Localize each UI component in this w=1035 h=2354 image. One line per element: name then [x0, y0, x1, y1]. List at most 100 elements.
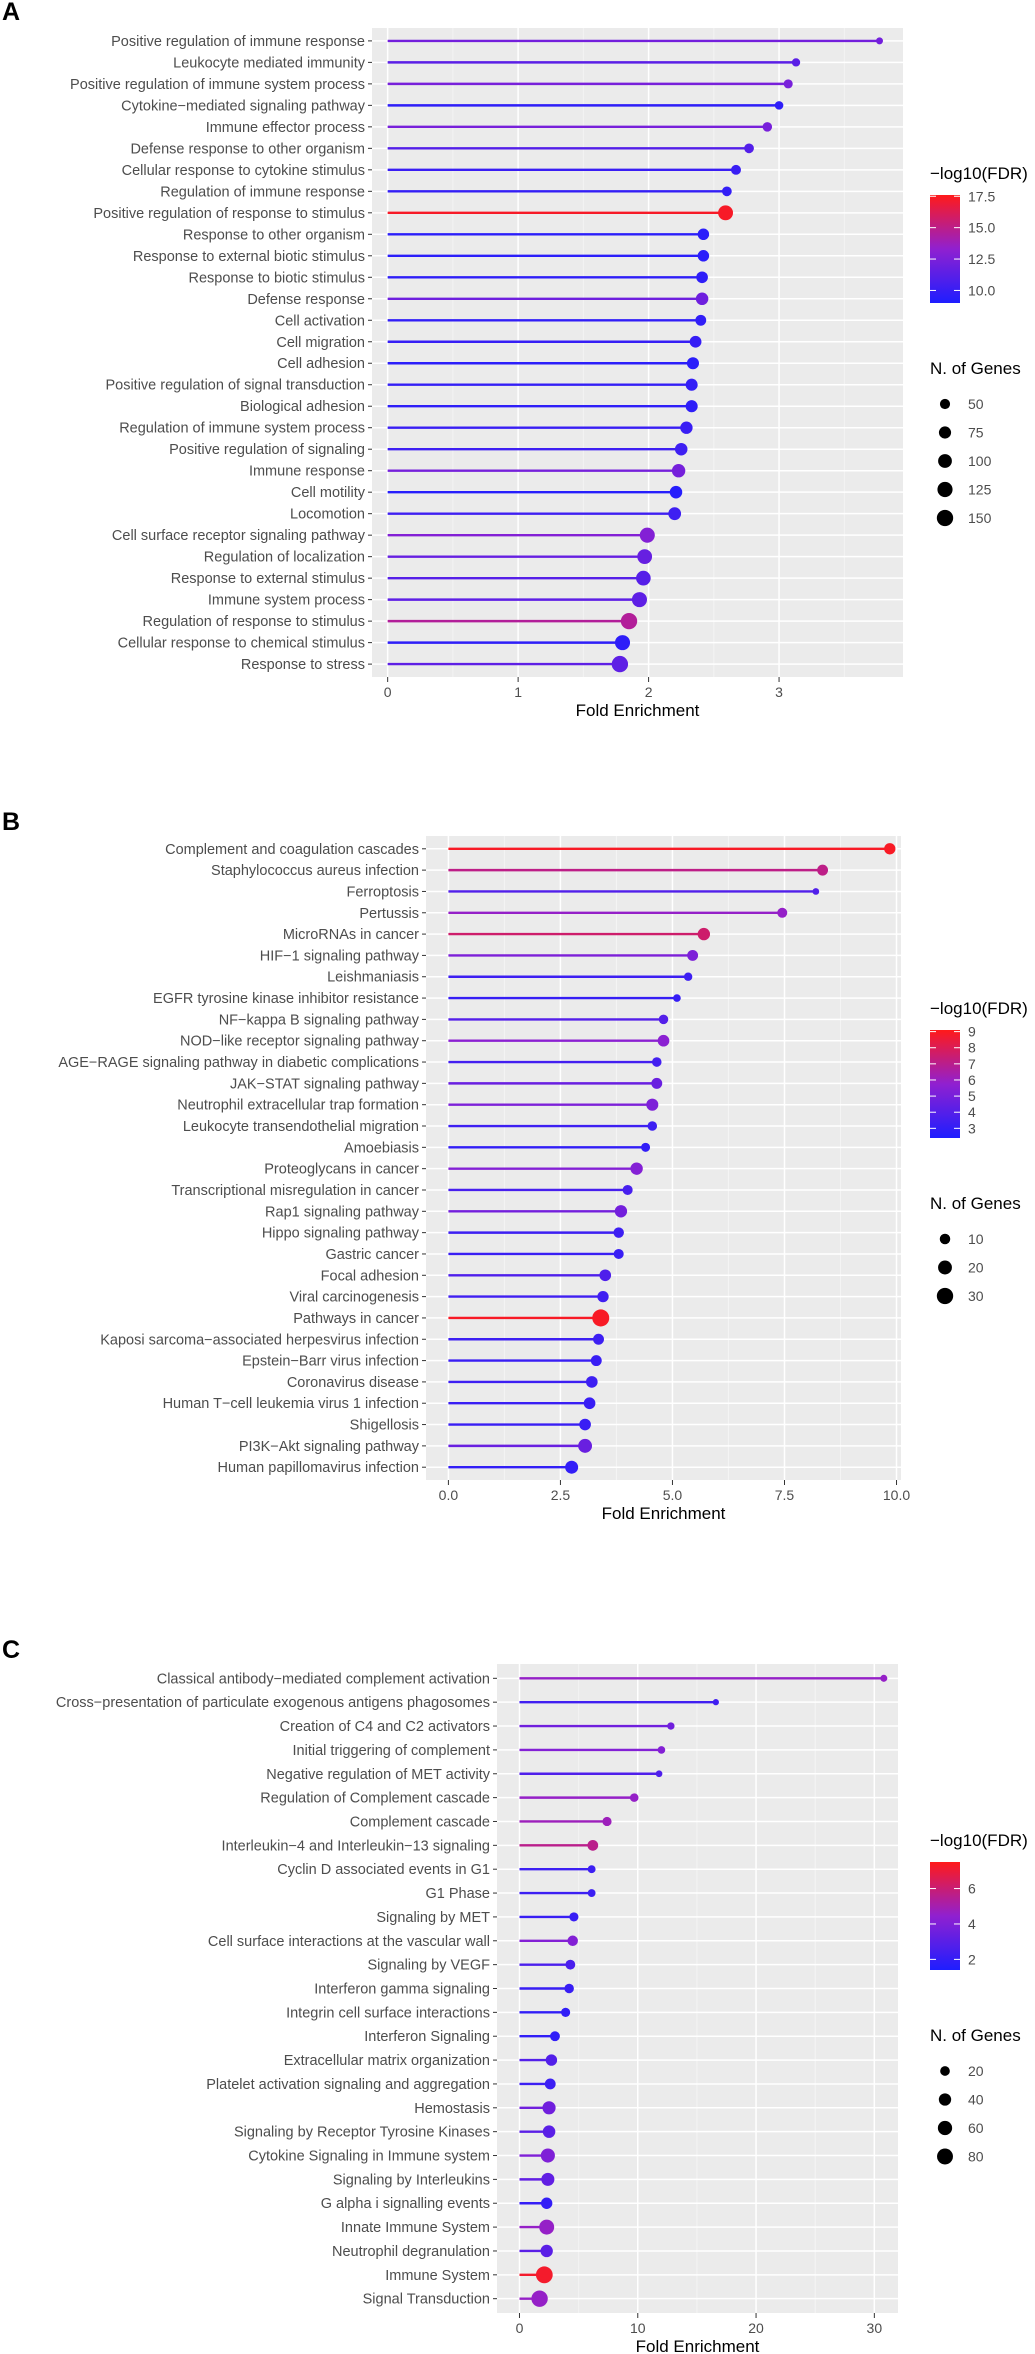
term-label: Cell motility	[291, 485, 366, 501]
term-label: Leishmaniasis	[327, 970, 419, 986]
lollipop-point	[578, 1438, 593, 1453]
term-label: Focal adhesion	[321, 1268, 419, 1284]
term-label: Signaling by MET	[376, 1910, 490, 1926]
lollipop-point	[587, 1839, 599, 1851]
size-legend-label: 20	[968, 2063, 984, 2079]
color-legend-label: 6	[968, 1881, 976, 1897]
lollipop-point	[565, 1959, 576, 1970]
term-label: Response to biotic stimulus	[189, 270, 366, 286]
lollipop-point	[744, 143, 754, 154]
size-legend-dot	[939, 398, 951, 410]
term-label: Interferon Signaling	[364, 2029, 490, 2045]
color-legend-bar	[930, 1030, 960, 1138]
lollipop-point	[540, 2244, 553, 2258]
size-legend-dot	[937, 2148, 953, 2165]
lollipop-point	[622, 1184, 633, 1196]
lollipop-point	[531, 2290, 548, 2307]
color-legend-label: 10.0	[968, 282, 995, 298]
lollipop-point	[884, 843, 896, 855]
size-legend-dot	[937, 2120, 953, 2136]
size-legend: N. of Genes 20 40 60 80	[930, 2026, 1021, 2165]
term-label: Innate Immune System	[341, 2220, 490, 2236]
lollipop-point	[667, 1722, 675, 1730]
term-label: Regulation of Complement cascade	[260, 1791, 490, 1807]
lollipop-point	[647, 1121, 658, 1131]
lollipop-point	[630, 1162, 643, 1175]
size-legend-dot	[938, 454, 952, 468]
lollipop-point	[696, 271, 708, 284]
lollipop-point	[697, 228, 710, 241]
lollipop-point	[685, 400, 698, 413]
lollipop-point	[583, 1397, 596, 1410]
term-label: NOD−like receptor signaling pathway	[180, 1034, 420, 1050]
size-legend-label: 20	[968, 1260, 984, 1276]
term-label: Cell activation	[275, 313, 365, 329]
lollipop-point	[641, 1142, 651, 1152]
size-legend-dot	[937, 481, 953, 498]
lollipop-point	[565, 1460, 579, 1474]
term-label: Interleukin−4 and Interleukin−13 signali…	[222, 1838, 490, 1854]
x-axis-title: Fold Enrichment	[602, 1504, 726, 1523]
term-label: Leukocyte transendothelial migration	[183, 1119, 419, 1135]
size-legend-label: 150	[968, 510, 992, 526]
term-label: Response to external biotic stimulus	[133, 249, 365, 265]
lollipop-point	[567, 1935, 578, 1947]
term-label: HIF−1 signaling pathway	[260, 948, 420, 964]
color-legend-label: 8	[968, 1040, 976, 1056]
panel-b: B 0.0 2.5 5.0 7.5 10.0 Complement and coagulat…	[2, 808, 1028, 1523]
term-label: Kaposi sarcoma−associated herpesvirus in…	[100, 1332, 419, 1348]
term-label: Regulation of immune response	[160, 184, 365, 200]
lollipop-point	[697, 250, 710, 262]
lollipop-point	[564, 1983, 574, 1994]
plot-background	[426, 836, 901, 1480]
term-label: Interferon gamma signaling	[314, 1982, 490, 1998]
lollipop-point	[639, 527, 655, 543]
term-label: Signal Transduction	[363, 2292, 490, 2308]
x-tick-label: 0.0	[439, 1487, 459, 1503]
term-label: Rap1 signaling pathway	[265, 1204, 420, 1220]
term-label: Locomotion	[290, 507, 365, 523]
lollipop-point	[817, 864, 829, 876]
size-legend-label: 75	[968, 425, 984, 441]
term-label: Hemostasis	[414, 2101, 490, 2117]
size-legend-dot	[938, 2093, 952, 2106]
size-legend-label: 125	[968, 482, 992, 498]
term-label: Staphylococcus aureus infection	[211, 863, 419, 879]
lollipop-point	[674, 442, 688, 456]
size-legend-title: N. of Genes	[930, 2026, 1021, 2045]
panel-letter: C	[2, 1636, 20, 1664]
lollipop-point	[712, 1699, 719, 1706]
lollipop-point	[544, 2078, 556, 2090]
term-label: Gastric cancer	[326, 1247, 420, 1263]
term-label: Positive regulation of signaling	[169, 442, 365, 458]
panel-letter: B	[2, 808, 20, 836]
lollipop-point	[542, 2101, 556, 2115]
lollipop-point	[646, 1098, 659, 1111]
lollipop-point	[535, 2266, 553, 2284]
x-axis-title: Fold Enrichment	[636, 2337, 760, 2354]
term-label: Ferroptosis	[346, 884, 419, 900]
term-label: Viral carcinogenesis	[290, 1290, 420, 1306]
lollipop-point	[579, 1418, 591, 1431]
term-label: G1 Phase	[426, 1886, 491, 1902]
term-label: Cross−presentation of particulate exogen…	[56, 1695, 490, 1711]
lollipop-point	[631, 592, 648, 608]
term-label: Amoebiasis	[344, 1140, 419, 1156]
term-label: Regulation of response to stimulus	[143, 614, 365, 630]
size-legend-dot	[939, 1233, 951, 1245]
color-legend-label: 3	[968, 1120, 976, 1136]
term-label: Response to other organism	[183, 227, 365, 243]
x-tick-label: 30	[867, 2320, 883, 2336]
x-tick-label: 0	[384, 684, 392, 700]
term-label: Neutrophil extracellular trap formation	[177, 1098, 419, 1114]
term-label: Positive regulation of response to stimu…	[93, 206, 365, 222]
lollipop-point	[668, 507, 682, 521]
color-legend-bar	[930, 195, 960, 303]
term-label: Human T−cell leukemia virus 1 infection	[163, 1396, 419, 1412]
lollipop-point	[731, 164, 741, 175]
lollipop-point	[658, 1014, 669, 1025]
x-tick-label: 0	[516, 2320, 524, 2336]
term-label: Immune system process	[208, 593, 365, 609]
